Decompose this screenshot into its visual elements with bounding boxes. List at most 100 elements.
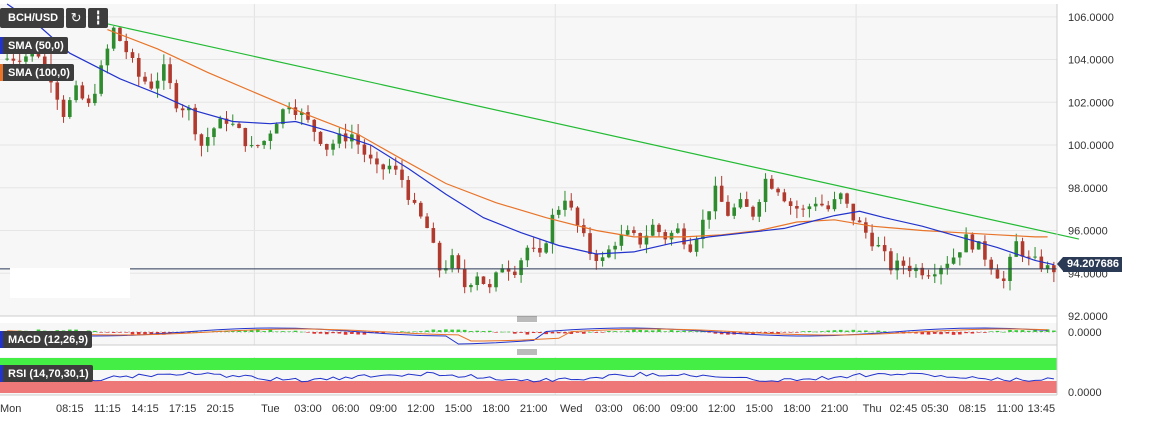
macd-histogram-bar	[362, 332, 367, 335]
candle-body	[218, 118, 223, 129]
macd-histogram-bar	[130, 332, 135, 335]
x-tick-label: 05:30	[921, 403, 949, 415]
macd-histogram-bar	[118, 332, 122, 333]
candle-body	[882, 245, 887, 252]
candle-body	[99, 65, 103, 94]
candle-body	[751, 206, 755, 217]
candle-body	[1039, 256, 1044, 269]
candle-body	[306, 112, 310, 120]
candle-body	[820, 203, 824, 206]
macd-line	[7, 327, 1048, 345]
candle	[770, 175, 774, 190]
candle-body	[205, 137, 210, 146]
macd-histogram-bar	[983, 332, 987, 333]
x-tick-label: 12:00	[407, 403, 435, 415]
candle	[212, 127, 216, 146]
rsi-line	[6, 371, 1054, 383]
candle-body	[675, 228, 680, 233]
macd-histogram-bar	[544, 332, 548, 335]
candle	[462, 259, 467, 294]
x-tick-label: 06:00	[633, 403, 661, 415]
candle-body	[826, 205, 831, 210]
candle-body	[594, 253, 599, 261]
macd-histogram-bar	[356, 332, 360, 335]
candle-body	[538, 247, 542, 253]
candle-body	[625, 230, 630, 235]
macd-histogram-bar	[638, 329, 642, 332]
pane-resize-handle-0[interactable]	[517, 316, 537, 322]
candle-body	[61, 99, 66, 117]
legend-rsi[interactable]: RSI (14,70,30,1)	[0, 365, 93, 382]
macd-histogram-bar	[299, 331, 304, 333]
macd-histogram-bar	[682, 330, 686, 332]
macd-histogram-bar	[531, 332, 536, 334]
macd-histogram-bar	[650, 330, 655, 332]
candle-body	[600, 257, 605, 261]
macd-histogram-bar	[970, 332, 975, 334]
candle-body	[1001, 278, 1006, 281]
candle	[857, 217, 862, 223]
macd-histogram-bar	[751, 332, 755, 335]
macd-histogram-bar	[36, 329, 41, 332]
x-tick-label: 11:15	[94, 403, 121, 415]
candle	[1039, 249, 1044, 273]
legend-sma100[interactable]: SMA (100,0)	[0, 64, 74, 81]
candle	[312, 118, 317, 142]
candle	[864, 217, 868, 239]
y-tick-label: 96.0000	[1068, 226, 1108, 238]
candle-body	[657, 224, 661, 233]
refresh-icon[interactable]: ↻	[66, 8, 87, 28]
macd-swatch	[0, 331, 3, 348]
macd-histogram-bar	[456, 329, 461, 332]
candle-body	[212, 128, 216, 138]
pane-resize-handle-1[interactable]	[517, 349, 537, 355]
macd-histogram-bar	[832, 330, 837, 332]
candle	[801, 204, 805, 217]
candle	[820, 194, 824, 207]
candle-body	[462, 269, 467, 288]
y-tick-label: 100.0000	[1068, 140, 1114, 152]
macd-histogram-bar	[594, 332, 599, 333]
candle-body	[669, 232, 674, 240]
candle	[776, 187, 780, 196]
candle	[738, 192, 743, 210]
main-price-pane[interactable]	[0, 3, 1080, 317]
macd-histogram-bar	[68, 329, 72, 332]
macd-histogram-bar	[318, 332, 323, 334]
macd-histogram-bar	[581, 332, 586, 334]
macd-histogram-bar	[782, 332, 787, 333]
legend-macd[interactable]: MACD (12,26,9)	[0, 331, 93, 348]
macd-histogram-bar	[143, 332, 147, 335]
candle-body	[412, 199, 417, 203]
candle	[657, 223, 661, 238]
candle	[406, 176, 411, 205]
macd-histogram-bar	[256, 329, 260, 332]
candle-body	[356, 134, 360, 145]
candle	[638, 232, 642, 249]
legend-macd-label: MACD (12,26,9)	[8, 333, 89, 346]
rsi-oversold-band	[0, 381, 1057, 393]
macd-histogram-bar	[663, 331, 668, 332]
candle	[550, 208, 555, 254]
candle-body	[1014, 241, 1019, 257]
macd-histogram-bar	[293, 330, 298, 332]
rsi-pane[interactable]	[0, 357, 1057, 395]
candle	[650, 219, 655, 237]
macd-histogram-bar	[274, 331, 279, 333]
candle	[149, 73, 154, 90]
candle-body	[995, 269, 1000, 279]
candle-body	[619, 234, 624, 246]
macd-histogram-bar	[513, 332, 517, 334]
macd-histogram-bar	[1052, 330, 1056, 332]
symbol-label[interactable]: BCH/USD	[0, 8, 65, 28]
candle-body	[1026, 256, 1031, 258]
candle-body	[387, 165, 392, 170]
macd-histogram-bar	[487, 330, 492, 332]
candle	[249, 136, 254, 148]
candle-body	[11, 58, 16, 61]
candle	[350, 124, 354, 149]
bar-chart-icon[interactable]: ┇	[88, 8, 109, 28]
candle-body	[42, 56, 47, 65]
legend-sma50[interactable]: SMA (50,0)	[0, 37, 68, 54]
macd-pane[interactable]	[0, 323, 1057, 345]
